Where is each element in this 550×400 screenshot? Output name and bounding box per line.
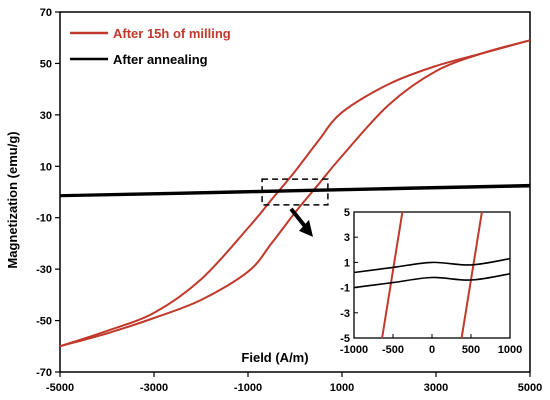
- inset-y-tick-label: -3: [340, 308, 350, 320]
- y-tick-label: -10: [36, 213, 52, 225]
- y-tick-label: -30: [36, 264, 52, 276]
- x-tick-label: 3000: [424, 382, 448, 394]
- inset-x-tick-label: 500: [462, 344, 480, 356]
- inset-annealing-branch: [353, 272, 511, 289]
- inset-y-tick-label: -5: [340, 333, 350, 345]
- legend-label: After annealing: [113, 52, 208, 67]
- milling-loop-branch: [59, 39, 531, 348]
- inset-plot: 5 3 1 -1 -3 -5-1000 -500 0 500 1000: [340, 207, 522, 356]
- zoom-box: [261, 178, 329, 206]
- zoom-indicator: [261, 178, 329, 237]
- inset-x-axis-label: Field (A/m): [241, 350, 308, 365]
- y-tick-label: -70: [36, 367, 52, 379]
- inset-frame: [353, 211, 511, 339]
- inset-y-tick-label: -1: [340, 283, 350, 295]
- legend-label: After 15h of milling: [113, 26, 231, 41]
- x-tick-label: -5000: [46, 382, 74, 394]
- main-axes: [55, 11, 531, 377]
- x-tick-label: -3000: [140, 382, 168, 394]
- y-tick-label: 10: [40, 161, 52, 173]
- inset-annealing-branch: [353, 257, 511, 274]
- y-tick-label: 70: [40, 7, 52, 19]
- x-tick-label: 5000: [518, 382, 542, 394]
- inset-x-tick-label: 1000: [498, 344, 522, 356]
- plot-frame: [59, 11, 531, 373]
- main-tick-labels: -5000 -3000 -1000 1000 3000 5000-70-50-30-101…: [36, 7, 542, 394]
- zoom-arrow-head: [299, 219, 313, 237]
- inset-y-tick-label: 5: [344, 207, 350, 219]
- legend: After 15h of milling After annealing: [70, 26, 231, 67]
- x-tick-label: -1000: [234, 382, 262, 394]
- inset-milling-branch: [460, 211, 483, 339]
- y-tick-label: 30: [40, 110, 52, 122]
- y-tick-label: -50: [36, 316, 52, 328]
- inset-x-tick-label: -500: [382, 344, 404, 356]
- inset-x-tick-label: -1000: [340, 344, 368, 356]
- y-tick-label: 50: [40, 58, 52, 70]
- inset-y-tick-label: 1: [344, 257, 350, 269]
- y-axis-label: Magnetization (emu/g): [5, 131, 20, 268]
- annealing-loop-branch: [59, 185, 531, 198]
- x-tick-label: 1000: [330, 382, 354, 394]
- inset-milling-branch: [381, 211, 404, 339]
- inset-y-tick-label: 3: [344, 232, 350, 244]
- inset-x-tick-label: 0: [429, 344, 435, 356]
